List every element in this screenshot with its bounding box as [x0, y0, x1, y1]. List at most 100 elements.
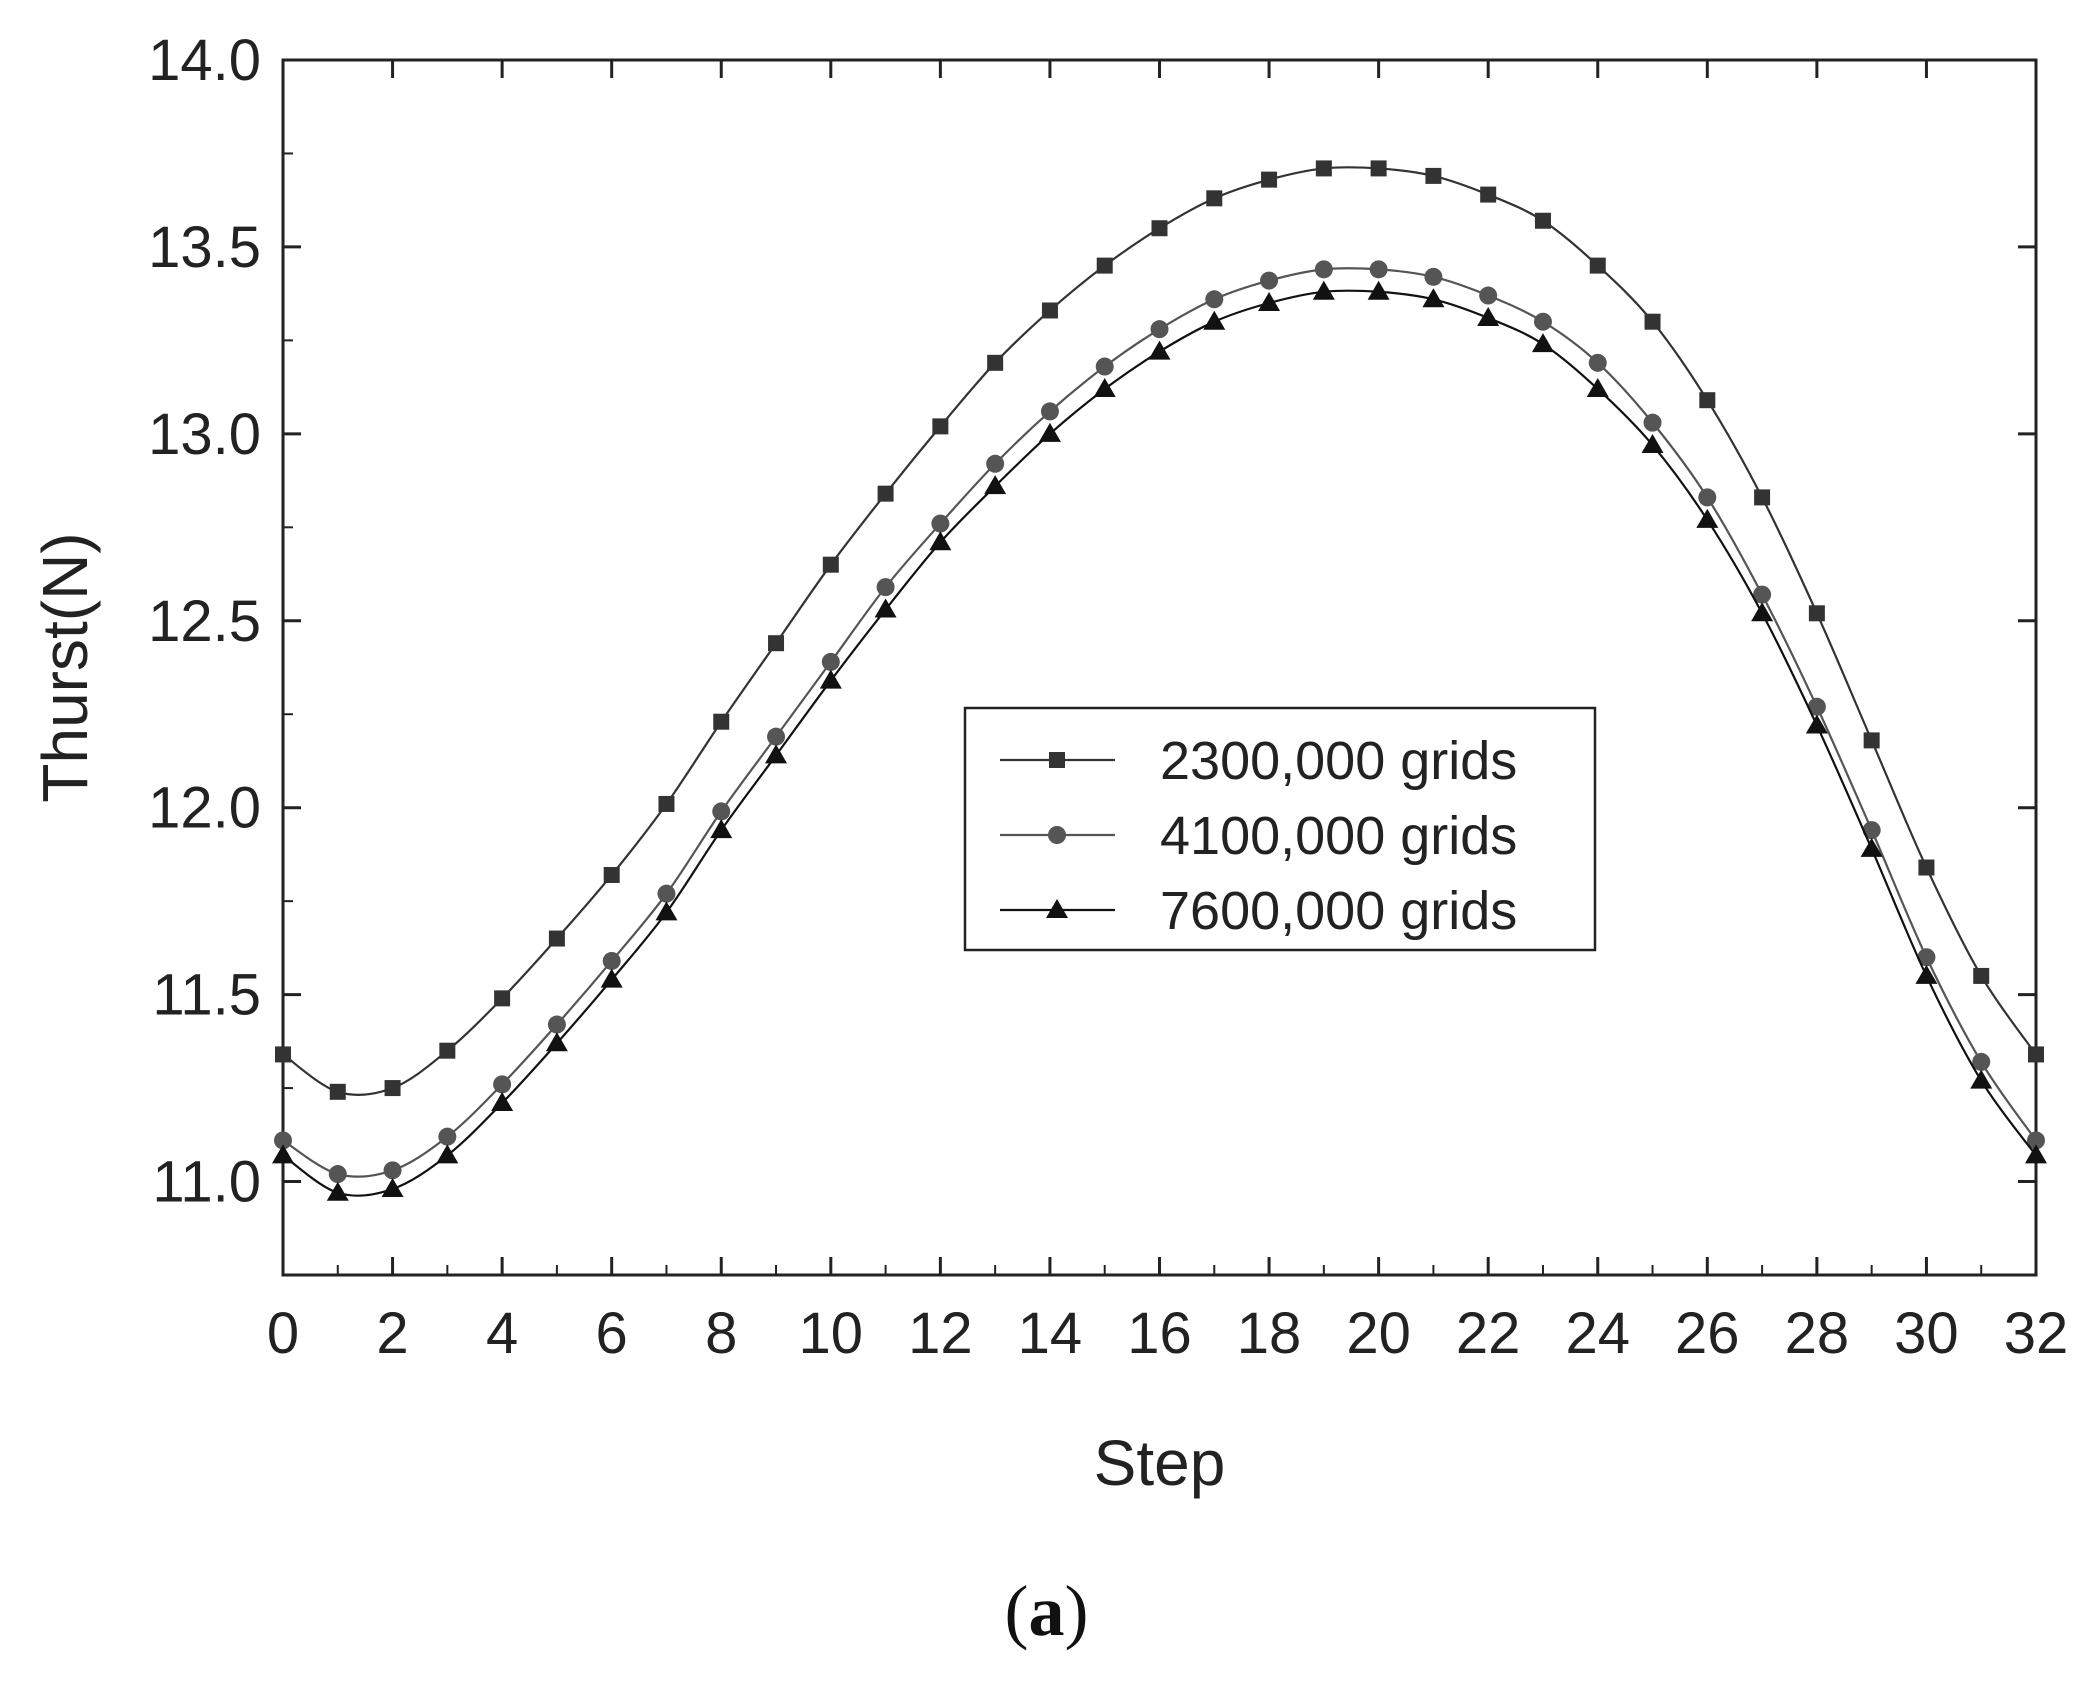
series-triangle [272, 280, 2047, 1201]
data-point-square [1151, 220, 1168, 237]
legend-item: 7600,000 grids [1000, 881, 1517, 941]
data-point-circle [1095, 357, 1114, 376]
data-point-triangle [710, 819, 733, 839]
data-point-square [1425, 167, 1442, 184]
data-point-square [603, 866, 620, 883]
data-point-circle [1424, 267, 1443, 286]
data-point-square [548, 930, 565, 947]
data-point-triangle [1860, 837, 1883, 857]
data-point-square [275, 1046, 291, 1063]
series-square [275, 160, 2044, 1100]
x-axis: 0 2 4 6 8 10 12 14 16 18 20 22 24 26 28 30 32 [267, 60, 2068, 1366]
data-point-triangle [1148, 340, 1171, 360]
data-point-triangle [272, 1144, 294, 1164]
data-point-triangle [1203, 310, 1226, 330]
data-point-square [384, 1080, 401, 1097]
y-tick-label: 12.0 [148, 776, 261, 841]
caption-open-paren: ( [1004, 1571, 1029, 1651]
legend-item: 4100,000 grids [1000, 806, 1517, 866]
x-tick-label: 4 [486, 1301, 518, 1366]
data-point-triangle [1258, 292, 1281, 311]
data-point-circle [274, 1131, 292, 1150]
data-point-circle [438, 1127, 457, 1146]
data-point-triangle [1751, 602, 1774, 622]
data-point-square [987, 354, 1004, 371]
data-point-square [658, 795, 675, 812]
data-point-circle [2027, 1131, 2045, 1150]
data-point-circle [1807, 697, 1826, 716]
plot-frame [281, 58, 2038, 1277]
data-point-square [1808, 605, 1825, 622]
data-point-circle [931, 514, 950, 533]
data-point-circle [547, 1015, 566, 1034]
x-tick-label: 12 [908, 1301, 973, 1366]
data-point-circle [1862, 821, 1881, 840]
data-point-circle [1917, 948, 1936, 967]
caption-close-paren: ) [1064, 1571, 1089, 1651]
data-point-square [1370, 160, 1387, 177]
data-point-square [1041, 302, 1058, 319]
x-tick-label: 20 [1346, 1301, 1411, 1366]
figure-caption: (a) [0, 1570, 2093, 1653]
data-point-circle [1479, 286, 1498, 305]
data-point-triangle [1970, 1069, 1993, 1089]
data-point-circle [1588, 353, 1607, 372]
data-point-square [1206, 190, 1223, 207]
x-tick-label: 6 [596, 1301, 628, 1366]
y-tick-label: 11.0 [152, 1150, 261, 1215]
data-point-circle [1150, 320, 1169, 339]
data-point-circle [1698, 488, 1717, 507]
x-tick-label: 22 [1456, 1301, 1521, 1366]
y-axis: 11.0 11.5 12.0 12.5 13.0 13.5 14.0 [148, 28, 2036, 1276]
data-point-square [1315, 160, 1332, 177]
data-point-triangle [1367, 280, 1390, 300]
data-point-square [1534, 212, 1551, 229]
data-point-square [1973, 967, 1990, 984]
y-tick-label: 13.5 [148, 215, 261, 280]
data-point-circle [602, 951, 621, 970]
data-point-triangle [381, 1178, 404, 1198]
data-point-circle [1040, 402, 1059, 421]
legend-label: 7600,000 grids [1160, 881, 1517, 941]
data-point-triangle [2025, 1144, 2047, 1164]
data-point-triangle [436, 1144, 459, 1164]
legend-item: 2300,000 grids [1000, 731, 1517, 791]
data-point-square [713, 713, 730, 730]
data-point-square [1049, 752, 1065, 768]
x-tick-label: 14 [1018, 1301, 1083, 1366]
data-point-square [494, 990, 511, 1007]
data-point-triangle [1038, 422, 1061, 442]
data-point-circle [383, 1161, 402, 1180]
data-point-circle [493, 1075, 512, 1094]
data-point-triangle [1312, 280, 1335, 300]
data-point-circle [1369, 260, 1388, 279]
data-point-triangle [929, 531, 952, 551]
x-tick-label: 32 [2004, 1301, 2069, 1366]
data-point-triangle [600, 968, 623, 988]
y-tick-label: 13.0 [148, 402, 261, 467]
x-tick-label: 26 [1675, 1301, 1740, 1366]
data-point-square [768, 635, 785, 652]
data-point-circle [1533, 312, 1552, 331]
data-point-square [439, 1042, 456, 1059]
data-point-triangle [1805, 714, 1828, 734]
data-point-triangle [1641, 434, 1664, 454]
data-point-triangle [984, 475, 1007, 495]
data-point-square [1589, 257, 1606, 274]
x-tick-label: 16 [1127, 1301, 1192, 1366]
data-point-triangle [874, 598, 897, 618]
data-point-triangle [1046, 899, 1068, 918]
data-point-circle [1260, 271, 1279, 290]
data-point-circle [986, 454, 1005, 473]
data-point-circle [821, 652, 840, 671]
data-point-square [822, 556, 839, 573]
data-point-triangle [1696, 508, 1719, 528]
x-tick-label: 0 [267, 1301, 299, 1366]
data-point-triangle [765, 744, 788, 764]
data-point-square [1644, 313, 1661, 330]
data-point-square [1096, 257, 1113, 274]
x-tick-label: 24 [1565, 1301, 1630, 1366]
data-point-circle [657, 884, 676, 903]
data-point-triangle [326, 1181, 349, 1201]
